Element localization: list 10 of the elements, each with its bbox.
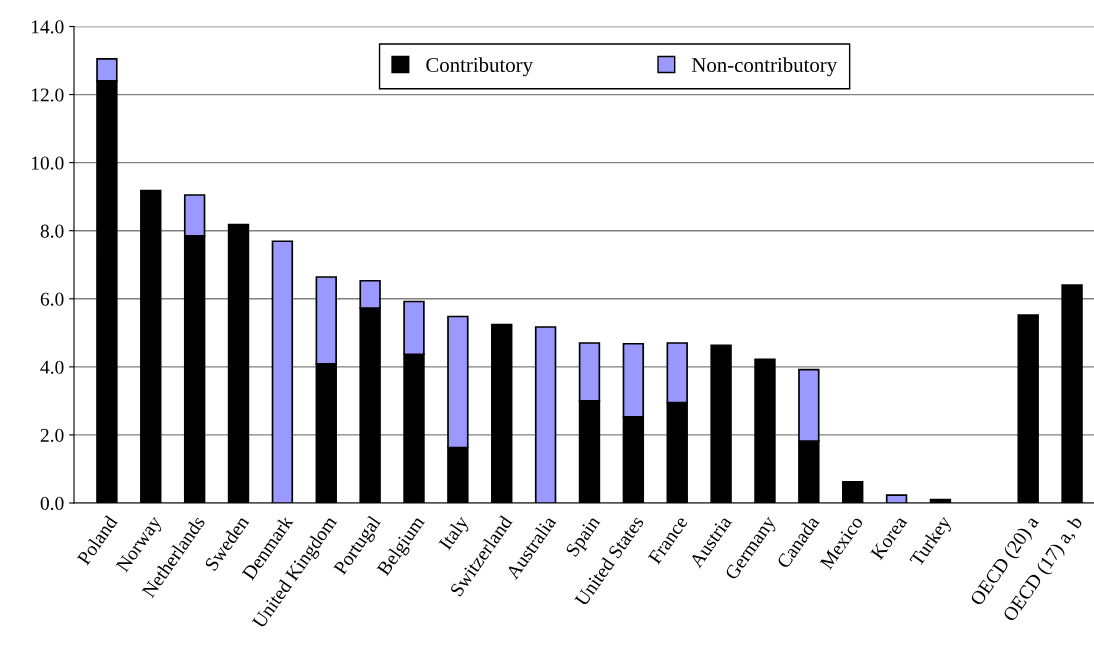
y-tick-label: 10.0 xyxy=(31,156,64,170)
y-tick-label: 14.0 xyxy=(31,20,64,34)
y-tick-label: 0.0 xyxy=(40,496,64,511)
y-tick-label: 6.0 xyxy=(40,292,64,306)
y-tick-label: 8.0 xyxy=(40,224,64,238)
y-tick-label: 4.0 xyxy=(40,360,64,374)
y-tick-label: 12.0 xyxy=(31,88,64,102)
y-tick-label: 2.0 xyxy=(40,428,64,442)
legend-label: Contributory xyxy=(426,57,533,77)
legend-label: Non-contributory xyxy=(691,57,838,77)
